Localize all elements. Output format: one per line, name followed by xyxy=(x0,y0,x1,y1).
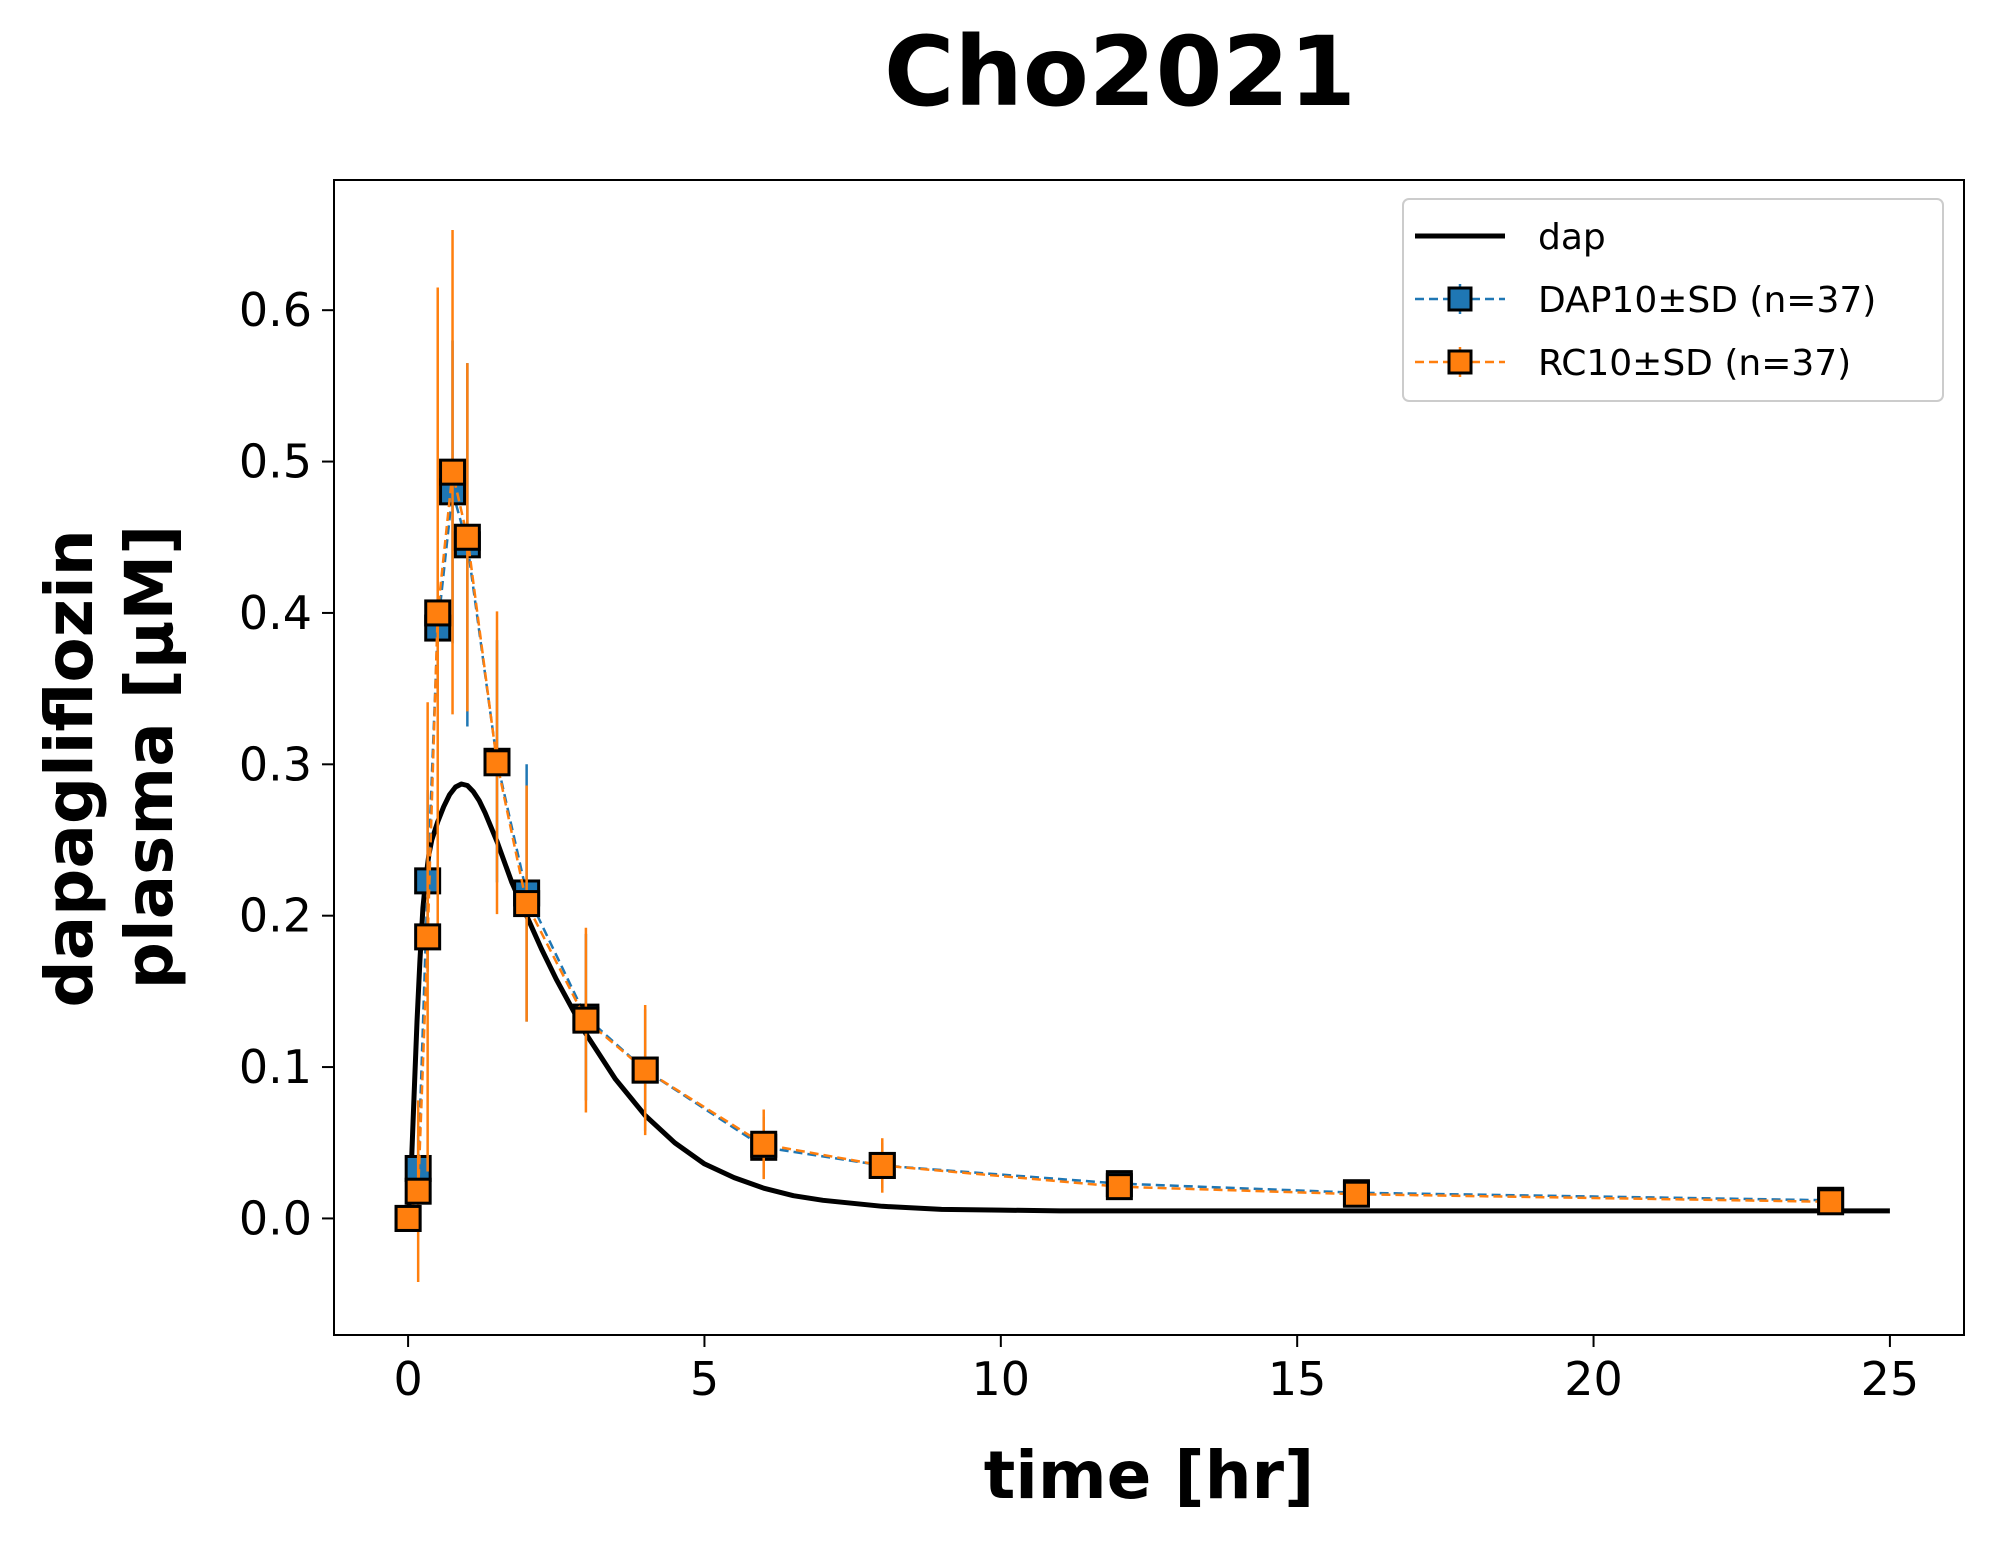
plot-area xyxy=(394,229,1890,1283)
data-point-rc10 xyxy=(868,1151,896,1179)
y-axis-label-line-1: dapagliflozin xyxy=(31,529,108,1007)
y-tick-label: 0.3 xyxy=(239,737,312,791)
x-tick-label: 25 xyxy=(1861,1352,1920,1406)
x-tick-label: 15 xyxy=(1268,1352,1327,1406)
x-tick-label: 20 xyxy=(1564,1352,1623,1406)
data-point-rc10 xyxy=(424,599,452,627)
data-point-rc10 xyxy=(572,1006,600,1034)
data-point-rc10 xyxy=(414,923,442,951)
legend-box xyxy=(1402,198,1944,402)
legend-label-rc10: RC10±SD (n=37) xyxy=(1538,343,1851,384)
y-tick-label: 0.4 xyxy=(239,586,312,640)
data-point-rc10 xyxy=(631,1056,659,1084)
data-point-rc10 xyxy=(453,523,481,551)
legend-rc10-marker xyxy=(1447,349,1473,375)
y-axis-label-line-2: plasma [µM] xyxy=(111,525,188,990)
legend-label-dap10: DAP10±SD (n=37) xyxy=(1538,280,1876,321)
plot-frame xyxy=(333,179,1965,1336)
data-point-rc10 xyxy=(513,890,541,918)
y-axis: 0.0 0.1 0.2 0.3 0.4 0.5 0.6 xyxy=(239,283,334,1245)
y-tick-label: 0.0 xyxy=(239,1191,312,1245)
legend-dap10-marker xyxy=(1447,286,1473,312)
y-tick-label: 0.5 xyxy=(239,435,312,489)
series-line-rc10 xyxy=(406,471,1831,1219)
x-tick-label: 0 xyxy=(393,1352,422,1406)
data-point-rc10 xyxy=(439,458,467,486)
data-point-rc10 xyxy=(750,1130,778,1158)
chart-title: Cho2021 xyxy=(884,16,1356,128)
series-line-dap xyxy=(405,781,1890,1219)
legend-label-dap: dap xyxy=(1538,217,1606,258)
series-line-dap10 xyxy=(406,491,1831,1219)
y-tick-label: 0.1 xyxy=(239,1040,312,1094)
x-axis: 0 5 10 15 20 25 xyxy=(393,1335,1919,1406)
x-axis-label: time [hr] xyxy=(984,1437,1315,1514)
data-point-rc10 xyxy=(1342,1180,1370,1208)
y-tick-label: 0.6 xyxy=(239,283,312,337)
data-point-rc10 xyxy=(394,1204,422,1232)
data-point-rc10 xyxy=(1105,1173,1133,1201)
data-point-rc10 xyxy=(1817,1188,1845,1216)
x-tick-label: 5 xyxy=(690,1352,719,1406)
data-point-rc10 xyxy=(404,1177,432,1205)
data-point-rc10 xyxy=(483,749,511,777)
legend: dap DAP10±SD (n=37) RC10±SD (n=37) xyxy=(1402,198,1944,402)
x-tick-label: 10 xyxy=(972,1352,1031,1406)
y-axis-label: dapagliflozin plasma [µM] xyxy=(31,506,188,1007)
y-tick-label: 0.2 xyxy=(239,889,312,943)
